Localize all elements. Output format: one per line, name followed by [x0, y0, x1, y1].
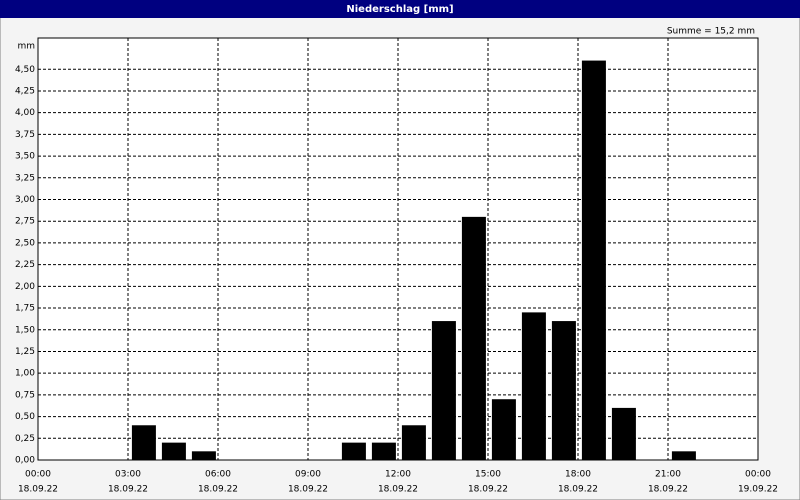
y-tick-label: 1,00	[15, 369, 35, 379]
bar	[191, 451, 216, 460]
x-tick-date: 18.09.22	[288, 485, 328, 495]
y-tick-label: 3,00	[15, 195, 35, 205]
bar	[581, 60, 606, 460]
bar	[431, 321, 456, 460]
x-tick-date: 19.09.22	[738, 485, 778, 495]
y-unit-label: mm	[17, 42, 35, 52]
x-tick-date: 18.09.22	[378, 485, 418, 495]
bar	[371, 442, 396, 460]
y-tick-label: 4,00	[15, 108, 35, 118]
y-tick-label: 3,50	[15, 152, 35, 162]
y-tick-label: 1,50	[15, 325, 35, 335]
bar	[401, 425, 426, 460]
y-tick-label: 2,00	[15, 282, 35, 292]
bar	[161, 442, 186, 460]
bar	[131, 425, 156, 460]
x-tick-label: 12:00	[385, 470, 411, 480]
bar	[461, 216, 486, 460]
y-tick-label: 2,50	[15, 238, 35, 248]
y-tick-label: 0,25	[15, 434, 35, 444]
x-tick-date: 18.09.22	[468, 485, 508, 495]
bar	[611, 407, 636, 460]
x-tick-date: 18.09.22	[198, 485, 238, 495]
title-bar	[0, 0, 800, 18]
x-tick-date: 18.09.22	[18, 485, 58, 495]
x-tick-date: 18.09.22	[108, 485, 148, 495]
x-tick-label: 06:00	[205, 470, 231, 480]
bar	[671, 451, 696, 460]
y-tick-label: 4,25	[15, 86, 35, 96]
bar	[491, 399, 516, 460]
bar	[521, 312, 546, 460]
x-tick-label: 09:00	[295, 470, 321, 480]
y-tick-label: 1,75	[15, 304, 35, 314]
x-tick-date: 18.09.22	[648, 485, 688, 495]
x-tick-label: 03:00	[115, 470, 141, 480]
y-tick-label: 2,75	[15, 217, 35, 227]
y-tick-label: 3,25	[15, 173, 35, 183]
annotation: Summe = 15,2 mm	[667, 27, 755, 37]
x-tick-label: 21:00	[655, 470, 681, 480]
y-tick-label: 0,50	[15, 412, 35, 422]
y-tick-label: 3,75	[15, 130, 35, 140]
y-tick-label: 4,50	[15, 65, 35, 75]
y-tick-label: 0,75	[15, 390, 35, 400]
x-tick-label: 00:00	[25, 470, 51, 480]
x-tick-label: 18:00	[565, 470, 591, 480]
bar	[551, 321, 576, 460]
chart-title: Niederschlag [mm]	[346, 4, 453, 15]
x-tick-date: 18.09.22	[558, 485, 598, 495]
y-tick-label: 1,25	[15, 347, 35, 357]
bar	[341, 442, 366, 460]
y-tick-label: 0,00	[15, 456, 35, 466]
x-tick-label: 15:00	[475, 470, 501, 480]
y-tick-label: 2,25	[15, 260, 35, 270]
plot-border	[37, 37, 759, 461]
x-tick-label: 00:00	[745, 470, 771, 480]
